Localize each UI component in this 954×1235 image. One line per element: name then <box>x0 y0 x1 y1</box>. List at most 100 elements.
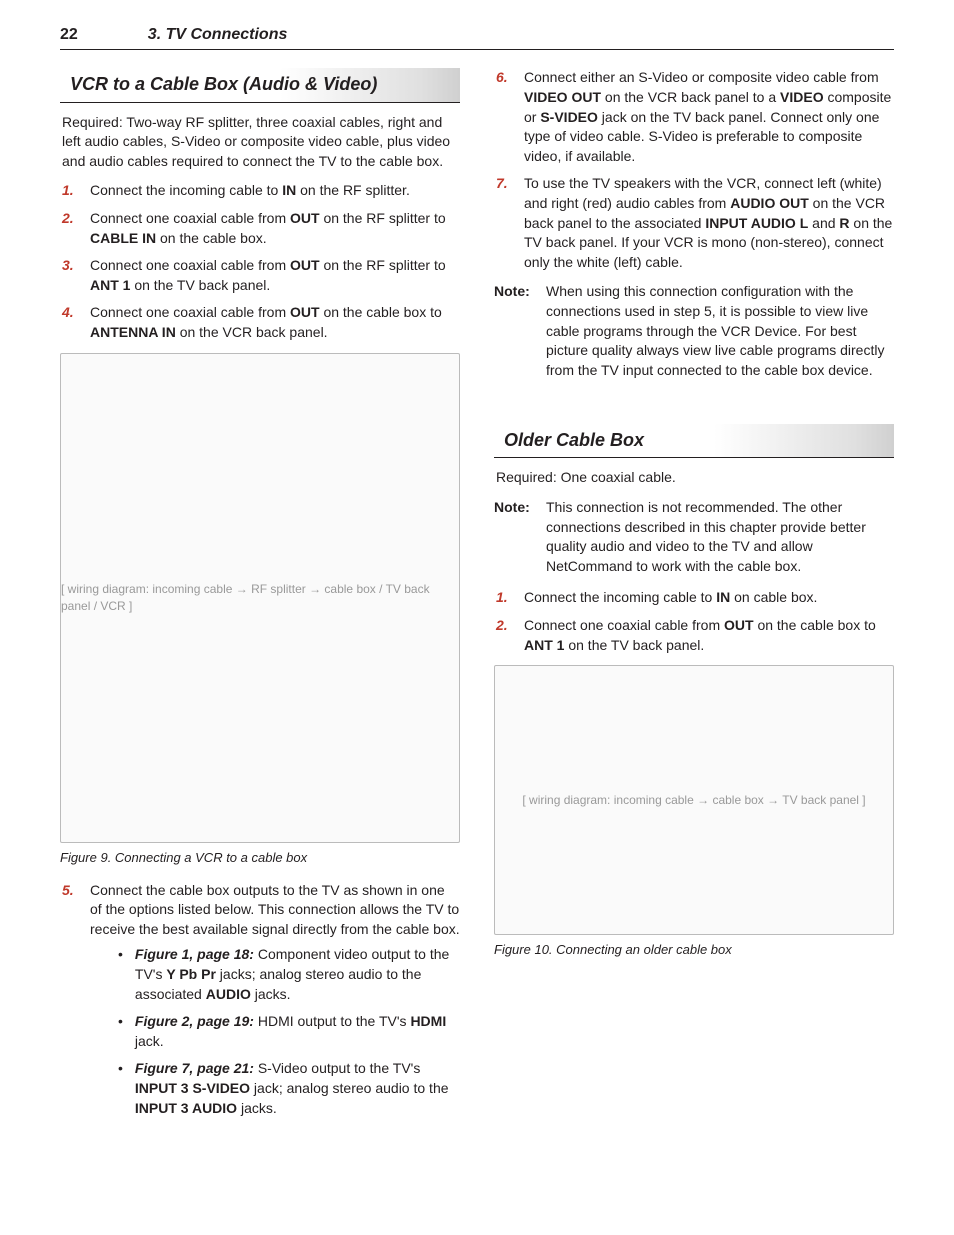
t: on the TV back panel. <box>130 277 270 293</box>
step-item: 2. Connect one coaxial cable from OUT on… <box>62 209 460 248</box>
step-item: 1. Connect the incoming cable to IN on c… <box>496 588 894 608</box>
left-column: VCR to a Cable Box (Audio & Video) Requi… <box>60 68 460 1136</box>
bullet-item: • Figure 1, page 18: Component video out… <box>118 945 460 1004</box>
step-item: 4. Connect one coaxial cable from OUT on… <box>62 303 460 342</box>
t: on the VCR back panel to a <box>601 89 780 105</box>
step-text: Connect the incoming cable to IN on the … <box>90 181 460 201</box>
step-item: 5. Connect the cable box outputs to the … <box>62 881 460 1127</box>
t: jack; analog stereo audio to the <box>250 1080 448 1096</box>
step-number: 3. <box>62 256 80 295</box>
t: Figure 7, page 21: <box>135 1060 254 1076</box>
t: Connect one coaxial cable from <box>90 304 290 320</box>
t: CABLE IN <box>90 230 156 246</box>
step-text: Connect one coaxial cable from OUT on th… <box>524 616 894 655</box>
step-text: Connect one coaxial cable from OUT on th… <box>90 256 460 295</box>
t: on the VCR back panel. <box>176 324 328 340</box>
steps-list-1: 1. Connect the incoming cable to IN on t… <box>62 181 460 342</box>
t: OUT <box>290 257 320 273</box>
note-text: This connection is not recommended. The … <box>546 498 894 576</box>
t: jacks. <box>251 986 291 1002</box>
figure-10-caption: Figure 10. Connecting an older cable box <box>494 941 894 959</box>
t: on the RF splitter to <box>320 257 446 273</box>
step-number: 4. <box>62 303 80 342</box>
t: OUT <box>290 210 320 226</box>
t: AUDIO <box>206 986 251 1002</box>
step-text: Connect one coaxial cable from OUT on th… <box>90 209 460 248</box>
t: INPUT 3 AUDIO <box>135 1100 237 1116</box>
step-number: 1. <box>496 588 514 608</box>
t: OUT <box>290 304 320 320</box>
t: on the TV back panel. <box>564 637 704 653</box>
t: S-Video output to the TV's <box>254 1060 420 1076</box>
t: Y Pb Pr <box>166 966 216 982</box>
bullet-icon: • <box>118 1012 123 1051</box>
t: Connect one coaxial cable from <box>90 257 290 273</box>
step-number: 6. <box>496 68 514 166</box>
t: R <box>839 215 849 231</box>
bullet-icon: • <box>118 1059 123 1118</box>
figure-9-diagram: [ wiring diagram: incoming cable → RF sp… <box>60 353 460 843</box>
t: ANT 1 <box>90 277 130 293</box>
step-number: 1. <box>62 181 80 201</box>
t: on the cable box. <box>156 230 267 246</box>
chapter-title: 3. TV Connections <box>148 24 288 46</box>
t: jacks. <box>237 1100 277 1116</box>
t: INPUT 3 S-VIDEO <box>135 1080 250 1096</box>
t: OUT <box>724 617 754 633</box>
bullet-item: • Figure 2, page 19: HDMI output to the … <box>118 1012 460 1051</box>
note-label: Note: <box>494 282 536 380</box>
step-number: 2. <box>62 209 80 248</box>
section-heading-vcr: VCR to a Cable Box (Audio & Video) <box>60 68 460 102</box>
step-number: 2. <box>496 616 514 655</box>
step-text: Connect either an S-Video or composite v… <box>524 68 894 166</box>
step-item: 3. Connect one coaxial cable from OUT on… <box>62 256 460 295</box>
bullet-text: Figure 1, page 18: Component video outpu… <box>135 945 460 1004</box>
figure-9-caption: Figure 9. Connecting a VCR to a cable bo… <box>60 849 460 867</box>
step-text: Connect one coaxial cable from OUT on th… <box>90 303 460 342</box>
content-columns: VCR to a Cable Box (Audio & Video) Requi… <box>60 68 894 1136</box>
t: HDMI <box>410 1013 446 1029</box>
required-text: Required: Two-way RF splitter, three coa… <box>62 113 460 172</box>
t: on the cable box to <box>754 617 876 633</box>
t: ANTENNA IN <box>90 324 176 340</box>
step-item: 1. Connect the incoming cable to IN on t… <box>62 181 460 201</box>
t: and <box>808 215 839 231</box>
t: on the RF splitter. <box>296 182 410 198</box>
t: Figure 2, page 19: <box>135 1013 254 1029</box>
steps-list-3: 6. Connect either an S-Video or composit… <box>496 68 894 272</box>
t: on the RF splitter to <box>320 210 446 226</box>
note-block: Note: When using this connection configu… <box>494 282 894 380</box>
step-text: Connect the incoming cable to IN on cabl… <box>524 588 894 608</box>
t: on the cable box to <box>320 304 442 320</box>
step-item: 6. Connect either an S-Video or composit… <box>496 68 894 166</box>
step-text: To use the TV speakers with the VCR, con… <box>524 174 894 272</box>
note-block: Note: This connection is not recommended… <box>494 498 894 576</box>
bullet-icon: • <box>118 945 123 1004</box>
t: IN <box>282 182 296 198</box>
t: VIDEO OUT <box>524 89 601 105</box>
sub-bullet-list: • Figure 1, page 18: Component video out… <box>118 945 460 1118</box>
step-item: 7. To use the TV speakers with the VCR, … <box>496 174 894 272</box>
t: INPUT AUDIO L <box>705 215 808 231</box>
t: on cable box. <box>730 589 817 605</box>
t: Figure 1, page 18: <box>135 946 254 962</box>
t: Connect the incoming cable to <box>524 589 716 605</box>
t: VIDEO <box>780 89 824 105</box>
note-label: Note: <box>494 498 536 576</box>
step-number: 7. <box>496 174 514 272</box>
bullet-text: Figure 2, page 19: HDMI output to the TV… <box>135 1012 460 1051</box>
page-header: 22 3. TV Connections <box>60 24 894 50</box>
t: S-VIDEO <box>540 109 598 125</box>
step-item: 2. Connect one coaxial cable from OUT on… <box>496 616 894 655</box>
t: IN <box>716 589 730 605</box>
step-number: 5. <box>62 881 80 1127</box>
steps-list-2: 5. Connect the cable box outputs to the … <box>62 881 460 1127</box>
bullet-item: • Figure 7, page 21: S-Video output to t… <box>118 1059 460 1118</box>
bullet-text: Figure 7, page 21: S-Video output to the… <box>135 1059 460 1118</box>
step-text: Connect the cable box outputs to the TV … <box>90 881 460 1127</box>
t: Connect one coaxial cable from <box>524 617 724 633</box>
t: Connect the incoming cable to <box>90 182 282 198</box>
page-number: 22 <box>60 24 78 46</box>
t: HDMI output to the TV's <box>254 1013 410 1029</box>
section-heading-older: Older Cable Box <box>494 424 894 458</box>
